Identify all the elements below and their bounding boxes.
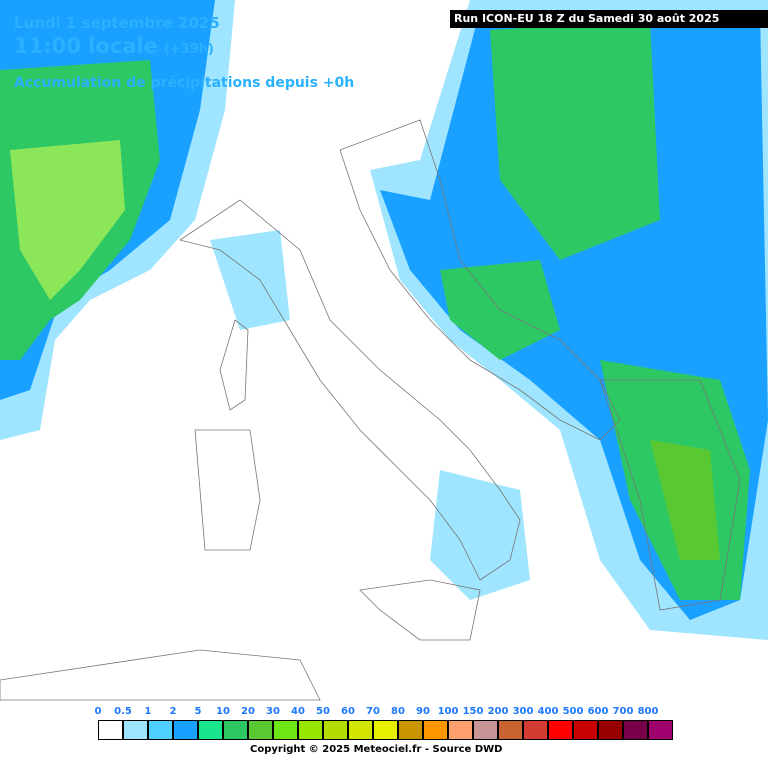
legend-swatch: [98, 720, 123, 740]
legend-label: 40: [291, 706, 305, 717]
legend-swatch: [648, 720, 673, 740]
legend-swatch: [473, 720, 498, 740]
legend-swatch: [348, 720, 373, 740]
legend-swatch: [598, 720, 623, 740]
legend-swatch: [248, 720, 273, 740]
legend-label: 20: [241, 706, 255, 717]
legend-label: 200: [487, 706, 509, 717]
lead-time: (+39h): [163, 42, 214, 57]
legend-swatch: [548, 720, 573, 740]
legend-swatch: [573, 720, 598, 740]
legend-label: 0: [94, 706, 102, 717]
legend-swatch: [523, 720, 548, 740]
local-time: 11:00 locale: [14, 34, 158, 58]
legend-label: 70: [366, 706, 380, 717]
coastline: [339, 119, 621, 441]
legend-label: 2: [169, 706, 177, 717]
legend-swatch: [173, 720, 198, 740]
legend-label: 600: [587, 706, 609, 717]
copyright: Copyright © 2025 Meteociel.fr - Source D…: [250, 744, 503, 755]
legend-swatch: [448, 720, 473, 740]
legend-swatch: [498, 720, 523, 740]
legend-label: 300: [512, 706, 534, 717]
legend-label: 60: [341, 706, 355, 717]
legend-label: 50: [316, 706, 330, 717]
legend-label: 10: [216, 706, 230, 717]
coastline: [599, 379, 741, 611]
legend-label: 500: [562, 706, 584, 717]
coastline: [219, 319, 249, 411]
legend-swatch: [148, 720, 173, 740]
legend-swatch: [223, 720, 248, 740]
legend-swatch: [398, 720, 423, 740]
legend-label: 150: [462, 706, 484, 717]
coastline: [0, 649, 321, 701]
legend-label: 90: [416, 706, 430, 717]
legend-swatch: [323, 720, 348, 740]
legend-label: 800: [637, 706, 659, 717]
precipitation-field: [0, 0, 768, 640]
legend-label: 80: [391, 706, 405, 717]
legend-swatch: [373, 720, 398, 740]
time-text: 11:00 locale (+39h): [14, 34, 214, 58]
legend-swatch: [273, 720, 298, 740]
coastline: [194, 429, 261, 551]
precip-area: [490, 20, 660, 260]
coastline: [359, 579, 481, 641]
legend-label: 1: [144, 706, 152, 717]
date-text: Lundi 1 septembre 2025: [14, 14, 220, 32]
legend-swatch: [423, 720, 448, 740]
precip-area: [650, 440, 720, 560]
coastlines: [0, 119, 741, 701]
legend-swatch: [123, 720, 148, 740]
run-info: Run ICON-EU 18 Z du Samedi 30 août 2025: [450, 10, 768, 28]
legend-label: 5: [194, 706, 202, 717]
legend-label: 0.5: [114, 706, 132, 717]
legend-swatch: [623, 720, 648, 740]
legend-swatch: [298, 720, 323, 740]
field-title: Accumulation de précipitations depuis +0…: [14, 75, 355, 91]
coastline: [179, 199, 521, 581]
legend-label: 400: [537, 706, 559, 717]
legend-label: 30: [266, 706, 280, 717]
precip-area: [430, 470, 530, 600]
precip-area: [10, 140, 125, 300]
legend-swatch: [198, 720, 223, 740]
precip-area: [210, 230, 290, 330]
legend-label: 700: [612, 706, 634, 717]
legend-label: 100: [437, 706, 459, 717]
